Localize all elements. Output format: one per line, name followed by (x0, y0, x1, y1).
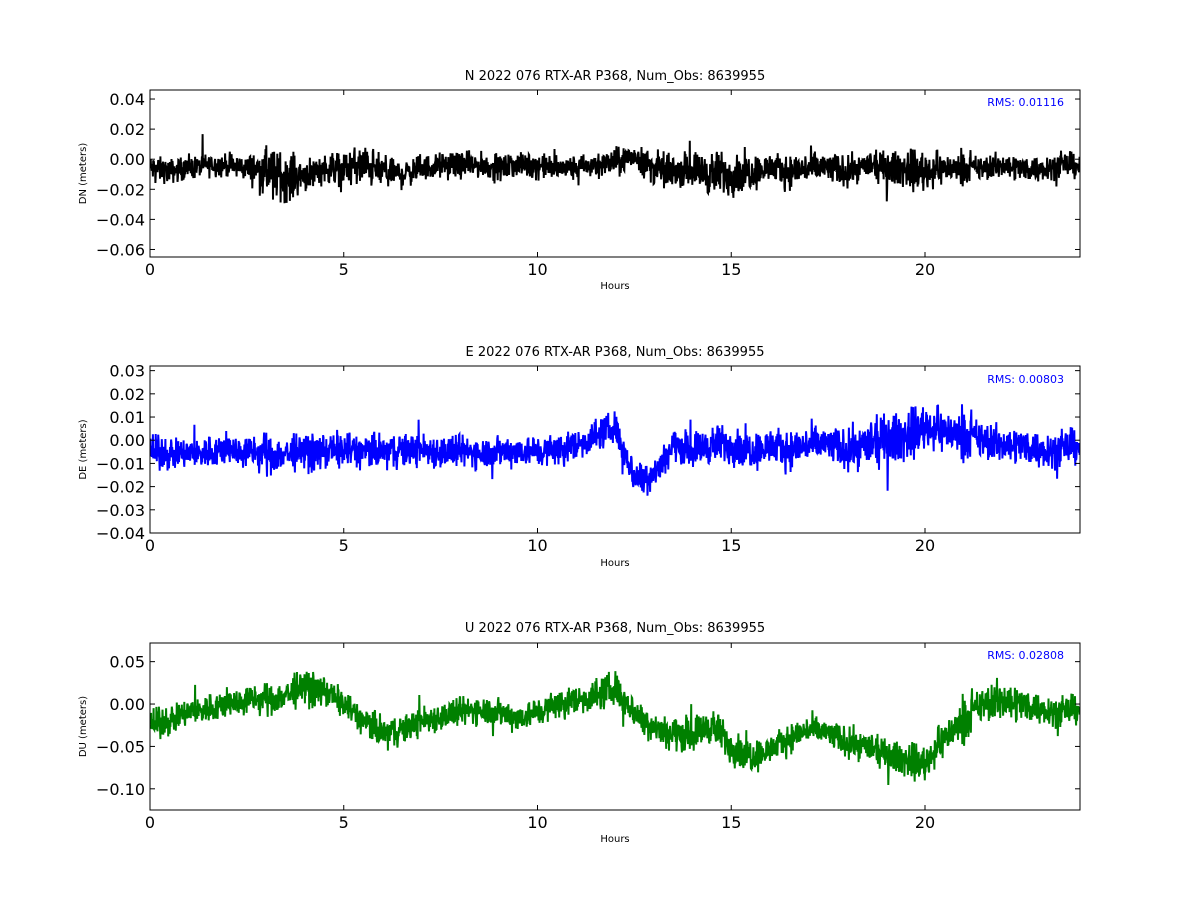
y-tick-label: −0.01 (96, 454, 145, 473)
x-tick-label: 15 (721, 260, 741, 279)
y-tick-label: 0.04 (109, 90, 145, 109)
x-axis-label: Hours (600, 834, 629, 845)
y-axis-ticks: −0.06 −0.04 −0.02 0.00 0.02 0.04 (96, 90, 1080, 259)
y-tick-label: −0.02 (96, 478, 145, 497)
y-tick-label: −0.05 (96, 737, 145, 756)
y-tick-label: −0.03 (96, 501, 145, 520)
x-tick-label: 5 (339, 536, 349, 555)
x-tick-label: 10 (527, 536, 547, 555)
y-tick-label: −0.06 (96, 240, 145, 259)
x-axis-ticks: 0 5 10 15 20 (145, 90, 935, 279)
plot-area (150, 671, 1080, 786)
panel-n: N 2022 076 RTX-AR P368, Num_Obs: 8639955… (78, 69, 1081, 292)
x-tick-label: 5 (339, 813, 349, 832)
y-axis-ticks: −0.10 −0.05 0.00 0.05 (96, 653, 1080, 799)
rms-annotation: RMS: 0.01116 (987, 96, 1064, 109)
series-line (150, 404, 1080, 496)
y-axis-label: DE (meters) (78, 419, 89, 479)
series-line (150, 134, 1080, 204)
x-tick-label: 15 (721, 813, 741, 832)
x-tick-label: 15 (721, 536, 741, 555)
x-tick-label: 20 (915, 536, 935, 555)
y-tick-label: −0.04 (96, 524, 145, 543)
y-tick-label: 0.00 (109, 150, 145, 169)
plot-area (150, 404, 1080, 496)
x-axis-ticks: 0 5 10 15 20 (145, 366, 935, 555)
panel-u: U 2022 076 RTX-AR P368, Num_Obs: 8639955… (78, 621, 1081, 845)
x-tick-label: 5 (339, 260, 349, 279)
panel-title: E 2022 076 RTX-AR P368, Num_Obs: 8639955 (466, 345, 765, 360)
axes-frame (149, 89, 1081, 258)
y-tick-label: 0.05 (109, 653, 145, 672)
panel-title: N 2022 076 RTX-AR P368, Num_Obs: 8639955 (465, 69, 765, 84)
x-tick-label: 10 (527, 260, 547, 279)
x-tick-label: 10 (527, 813, 547, 832)
panel-e: E 2022 076 RTX-AR P368, Num_Obs: 8639955… (78, 345, 1081, 569)
axes-frame (149, 365, 1081, 534)
x-tick-label: 0 (145, 260, 155, 279)
panel-title: U 2022 076 RTX-AR P368, Num_Obs: 8639955 (465, 621, 765, 636)
y-tick-label: 0.01 (109, 408, 145, 427)
y-tick-label: −0.04 (96, 210, 145, 229)
x-axis-label: Hours (600, 558, 629, 569)
y-tick-label: −0.02 (96, 180, 145, 199)
y-tick-label: 0.03 (109, 362, 145, 381)
x-axis-ticks: 0 5 10 15 20 (145, 643, 935, 832)
y-tick-label: 0.02 (109, 385, 145, 404)
plot-area (150, 134, 1080, 204)
y-tick-label: 0.02 (109, 120, 145, 139)
series-line (150, 671, 1080, 786)
x-axis-label: Hours (600, 281, 629, 292)
rms-annotation: RMS: 0.00803 (987, 373, 1064, 386)
y-tick-label: 0.00 (109, 431, 145, 450)
x-tick-label: 0 (145, 813, 155, 832)
axes-frame (149, 642, 1081, 811)
rms-annotation: RMS: 0.02808 (987, 649, 1064, 662)
y-tick-label: 0.00 (109, 695, 145, 714)
y-tick-label: −0.10 (96, 780, 145, 799)
y-axis-label: DN (meters) (78, 143, 89, 205)
y-axis-ticks: −0.04 −0.03 −0.02 −0.01 0.00 0.01 0.02 0.03 (96, 362, 1080, 543)
x-tick-label: 20 (915, 813, 935, 832)
y-axis-label: DU (meters) (78, 696, 89, 757)
x-tick-label: 0 (145, 536, 155, 555)
x-tick-label: 20 (915, 260, 935, 279)
